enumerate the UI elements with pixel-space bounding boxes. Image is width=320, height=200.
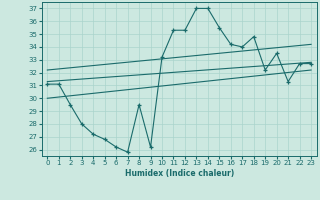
X-axis label: Humidex (Indice chaleur): Humidex (Indice chaleur) bbox=[124, 169, 234, 178]
